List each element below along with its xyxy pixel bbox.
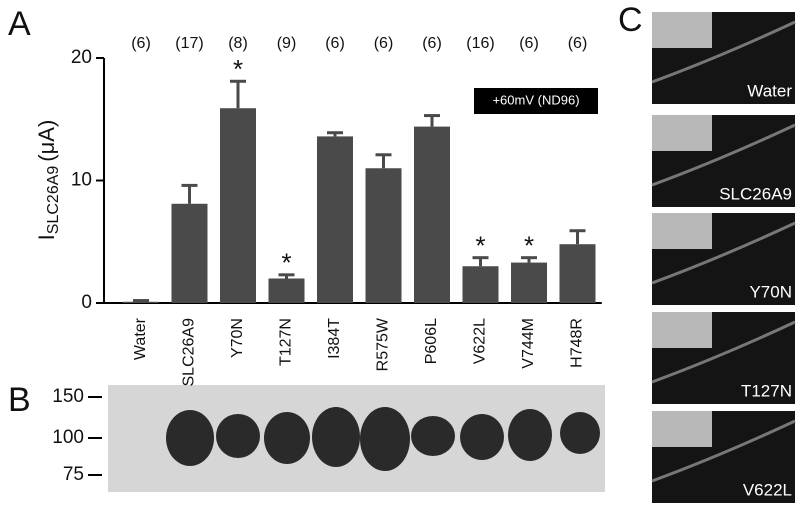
y-label: ISLC26A9 (μA) (34, 120, 62, 241)
band (264, 412, 310, 464)
bar (414, 126, 450, 303)
inset (652, 213, 712, 249)
x-tick-label: T127N (278, 318, 295, 366)
x-tick-label: SLC26A9 (181, 318, 198, 387)
n-label: (6) (568, 35, 588, 52)
n-label: (6) (422, 35, 442, 52)
n-label: (6) (374, 35, 394, 52)
inset (652, 12, 712, 48)
image-label: Y70N (749, 282, 792, 301)
y-tick-label: 0 (81, 292, 92, 313)
inset (652, 115, 712, 151)
y-label-sub: SLC26A9 (45, 166, 62, 235)
condition-label: +60mV (ND96) (492, 92, 579, 107)
cell-edge (651, 20, 796, 84)
cell-edge (651, 419, 796, 483)
image-label: T127N (741, 381, 792, 400)
cell-edge (651, 221, 796, 285)
y-axis-label: ISLC26A9 (μA) (34, 120, 62, 241)
bar (171, 203, 208, 303)
bar (220, 108, 256, 303)
image-label: SLC26A9 (719, 184, 792, 203)
significance-star: * (281, 248, 291, 278)
y-tick-label: 20 (71, 47, 92, 68)
x-tick-label: V744M (520, 318, 537, 369)
significance-star: * (475, 231, 485, 261)
blot-marker-label: 100 (52, 427, 84, 448)
bar (559, 244, 596, 303)
x-tick-label: Water (132, 317, 149, 360)
blot-marker-label: 150 (52, 386, 84, 407)
image-label: Water (747, 81, 792, 100)
n-label: (8) (228, 35, 248, 52)
x-tick-label: I384T (326, 318, 343, 359)
band (216, 414, 260, 458)
x-tick-label: R575W (375, 317, 392, 371)
x-tick-label: Y70N (229, 318, 246, 358)
band (360, 407, 410, 471)
y-tick-label: 10 (71, 170, 92, 191)
band (166, 410, 214, 466)
image-panel: Water SLC26A9 Y70N T127N V622L (651, 12, 796, 503)
y-label-unit: (μA) (34, 120, 59, 162)
band (560, 412, 600, 454)
bar (268, 278, 305, 303)
y-label-main: I (34, 234, 59, 240)
x-tick-label: V622L (472, 318, 489, 364)
blot-marker-label: 75 (63, 464, 84, 485)
panel-label: B (8, 381, 31, 419)
panel-label: A (8, 5, 31, 43)
band (508, 409, 552, 461)
x-tick-label: H748R (569, 318, 586, 368)
x-tick-label: P606L (423, 318, 440, 364)
significance-star: * (233, 54, 243, 84)
panel-label: C (618, 1, 643, 39)
cell-edge (651, 320, 796, 384)
band (312, 407, 360, 467)
inset (652, 312, 712, 348)
bar (365, 168, 402, 303)
n-label: (6) (519, 35, 539, 52)
n-label: (6) (131, 35, 151, 52)
image-label: V622L (743, 480, 792, 499)
bar (462, 266, 499, 303)
n-label: (16) (466, 35, 494, 52)
band (411, 416, 455, 456)
cell-edge (651, 123, 796, 187)
significance-star: * (524, 231, 534, 261)
bar (511, 262, 547, 303)
bar (317, 136, 353, 303)
inset (652, 411, 712, 447)
n-label: (17) (175, 35, 203, 52)
bar (123, 301, 159, 303)
condition-box (474, 88, 598, 114)
n-label: (6) (325, 35, 345, 52)
band (460, 414, 504, 460)
n-label: (9) (277, 35, 297, 52)
blot-bands (166, 407, 600, 471)
